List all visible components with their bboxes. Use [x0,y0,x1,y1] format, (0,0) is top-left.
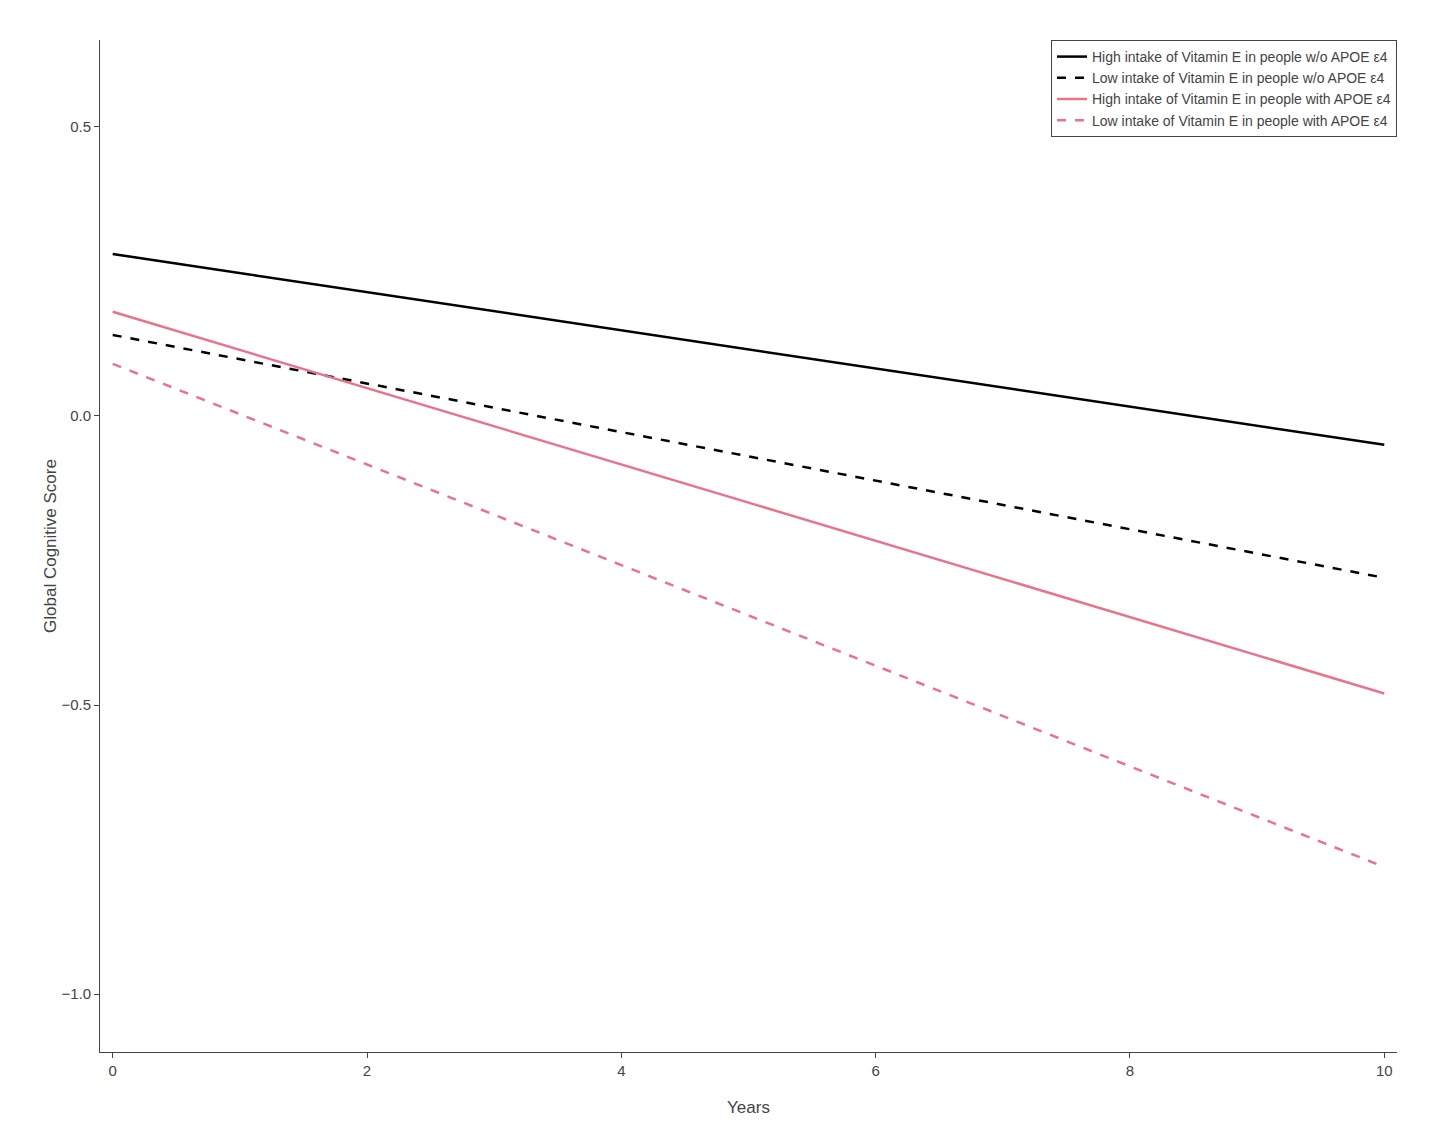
svg-text:0.5: 0.5 [70,118,91,135]
svg-text:0: 0 [109,1062,117,1079]
svg-text:Years: Years [727,1098,770,1117]
svg-text:Low intake of Vitamin E in peo: Low intake of Vitamin E in people with A… [1092,113,1388,129]
svg-text:High intake of Vitamin E in pe: High intake of Vitamin E in people w/o A… [1092,49,1388,65]
svg-text:−0.5: −0.5 [61,696,91,713]
svg-text:2: 2 [363,1062,371,1079]
svg-text:0.0: 0.0 [70,407,91,424]
svg-text:10: 10 [1376,1062,1393,1079]
svg-text:6: 6 [871,1062,879,1079]
svg-text:8: 8 [1126,1062,1134,1079]
svg-text:Low intake of Vitamin E in peo: Low intake of Vitamin E in people w/o AP… [1092,70,1385,86]
svg-text:−1.0: −1.0 [61,985,91,1002]
svg-text:Global Cognitive Score: Global Cognitive Score [41,459,60,633]
svg-text:High intake of Vitamin E in pe: High intake of Vitamin E in people with … [1092,91,1391,107]
svg-text:4: 4 [617,1062,625,1079]
